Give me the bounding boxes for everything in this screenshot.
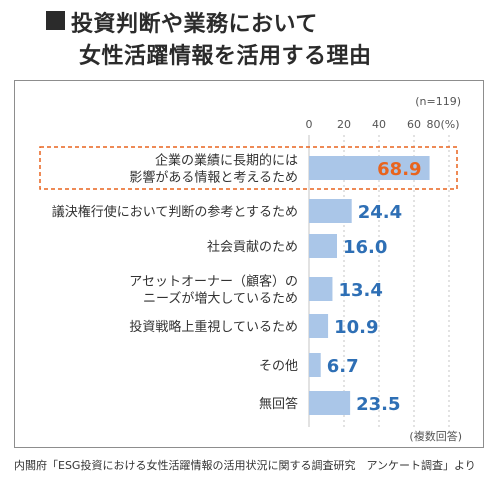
category-label: 影響がある情報と考えるため — [129, 170, 298, 186]
category-label: 社会貢献のため — [207, 239, 298, 255]
x-tick-label: 80(%) — [426, 118, 459, 131]
chart-title-line-2: 女性活躍情報を活用する理由 — [79, 44, 372, 69]
bar — [309, 277, 333, 301]
value-label: 10.9 — [334, 317, 378, 338]
bar — [309, 199, 352, 223]
x-tick-label: 20 — [337, 118, 351, 131]
bar — [309, 353, 321, 377]
value-label: 6.7 — [327, 356, 359, 377]
title-square-icon — [46, 11, 65, 30]
chart-panel — [14, 80, 484, 448]
value-label: 13.4 — [338, 280, 382, 301]
chart-title-line-1: 投資判断や業務において — [71, 12, 318, 37]
value-label: 16.0 — [343, 237, 387, 258]
sample-size-label: (n=119) — [415, 95, 461, 108]
category-label: 投資戦略上重視しているため — [129, 319, 298, 335]
x-tick-label: 0 — [306, 118, 313, 131]
category-label: 議決権行使において判断の参考とするため — [52, 204, 298, 220]
value-label: 68.9 — [377, 159, 421, 180]
bar — [309, 234, 337, 258]
category-label: 無回答 — [259, 396, 298, 412]
value-label: 23.5 — [356, 394, 400, 415]
x-tick-label: 60 — [407, 118, 421, 131]
category-label: ニーズが増大しているため — [143, 291, 298, 307]
bar — [309, 156, 430, 180]
category-label: アセットオーナー（顧客）の — [129, 274, 298, 290]
x-tick-label: 40 — [372, 118, 386, 131]
highlight-box — [39, 146, 458, 190]
multiple-answers-note: (複数回答) — [409, 429, 462, 443]
bar — [309, 314, 329, 338]
category-label: 企業の業績に長期的には — [155, 153, 298, 169]
category-label: その他 — [259, 359, 298, 374]
bar — [309, 391, 351, 415]
source-note: 内閣府「ESG投資における女性活躍情報の活用状況に関する調査研究 アンケート調査… — [14, 459, 476, 472]
value-label: 24.4 — [358, 202, 402, 223]
